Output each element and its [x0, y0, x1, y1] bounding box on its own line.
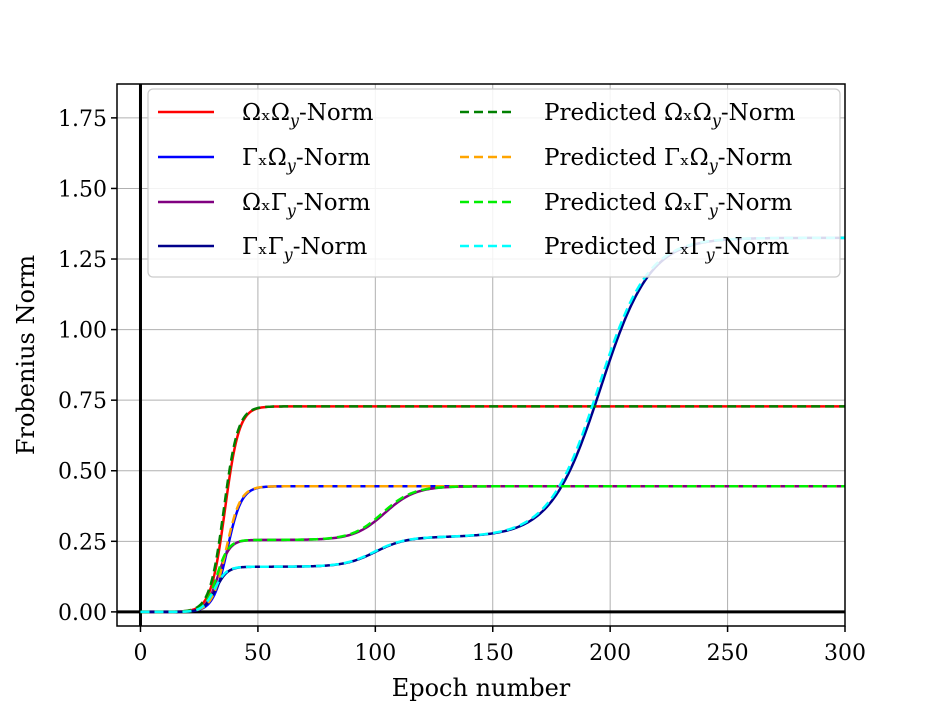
legend-label-pog: Predicted ΩₓΓy-Norm [544, 190, 793, 220]
y-tick-label: 0.75 [58, 389, 107, 414]
series-layer [140, 236, 845, 614]
series-line-poo [140, 405, 845, 614]
zero-axis-lines [117, 84, 845, 626]
x-axis-label: Epoch number [392, 674, 571, 702]
x-tick-label: 150 [472, 641, 514, 666]
y-tick-label: 1.50 [58, 177, 107, 202]
x-tick-label: 250 [707, 641, 749, 666]
ticks: 0 50 100 150 200 250 300 0.00 0.25 0.50 0.75 1.00 1.… [58, 107, 866, 666]
y-tick-label: 0.25 [58, 530, 107, 555]
legend-label-pgg: Predicted ΓₓΓy-Norm [544, 234, 789, 264]
y-tick-label: 0.50 [58, 460, 107, 485]
legend-label-gg: ΓₓΓy-Norm [242, 234, 367, 264]
x-tick-label: 50 [244, 641, 272, 666]
x-tick-label: 100 [354, 641, 396, 666]
legend-label-og: ΩₓΓy-Norm [242, 190, 371, 220]
legend-box [147, 88, 841, 278]
legend: ΩₓΩy-Norm ΓₓΩy-Norm ΩₓΓy-Norm ΓₓΓy-Norm Pred… [147, 88, 841, 278]
legend-label-go: ΓₓΩy-Norm [242, 145, 371, 175]
y-axis-label: Frobenius Norm [12, 255, 40, 456]
x-tick-label: 200 [589, 641, 631, 666]
y-tick-label: 1.75 [58, 107, 107, 132]
series-line-pog [140, 485, 845, 614]
legend-label-poo: Predicted ΩₓΩy-Norm [544, 100, 796, 130]
y-tick-label: 1.25 [58, 248, 107, 273]
y-tick-label: 0.00 [58, 601, 107, 626]
x-tick-label: 0 [133, 641, 147, 666]
y-tick-label: 1.00 [58, 319, 107, 344]
plot-frame [116, 83, 846, 627]
x-tick-label: 300 [824, 641, 866, 666]
legend-label-oo: ΩₓΩy-Norm [242, 100, 374, 130]
legend-label-pgo: Predicted ΓₓΩy-Norm [544, 145, 793, 175]
